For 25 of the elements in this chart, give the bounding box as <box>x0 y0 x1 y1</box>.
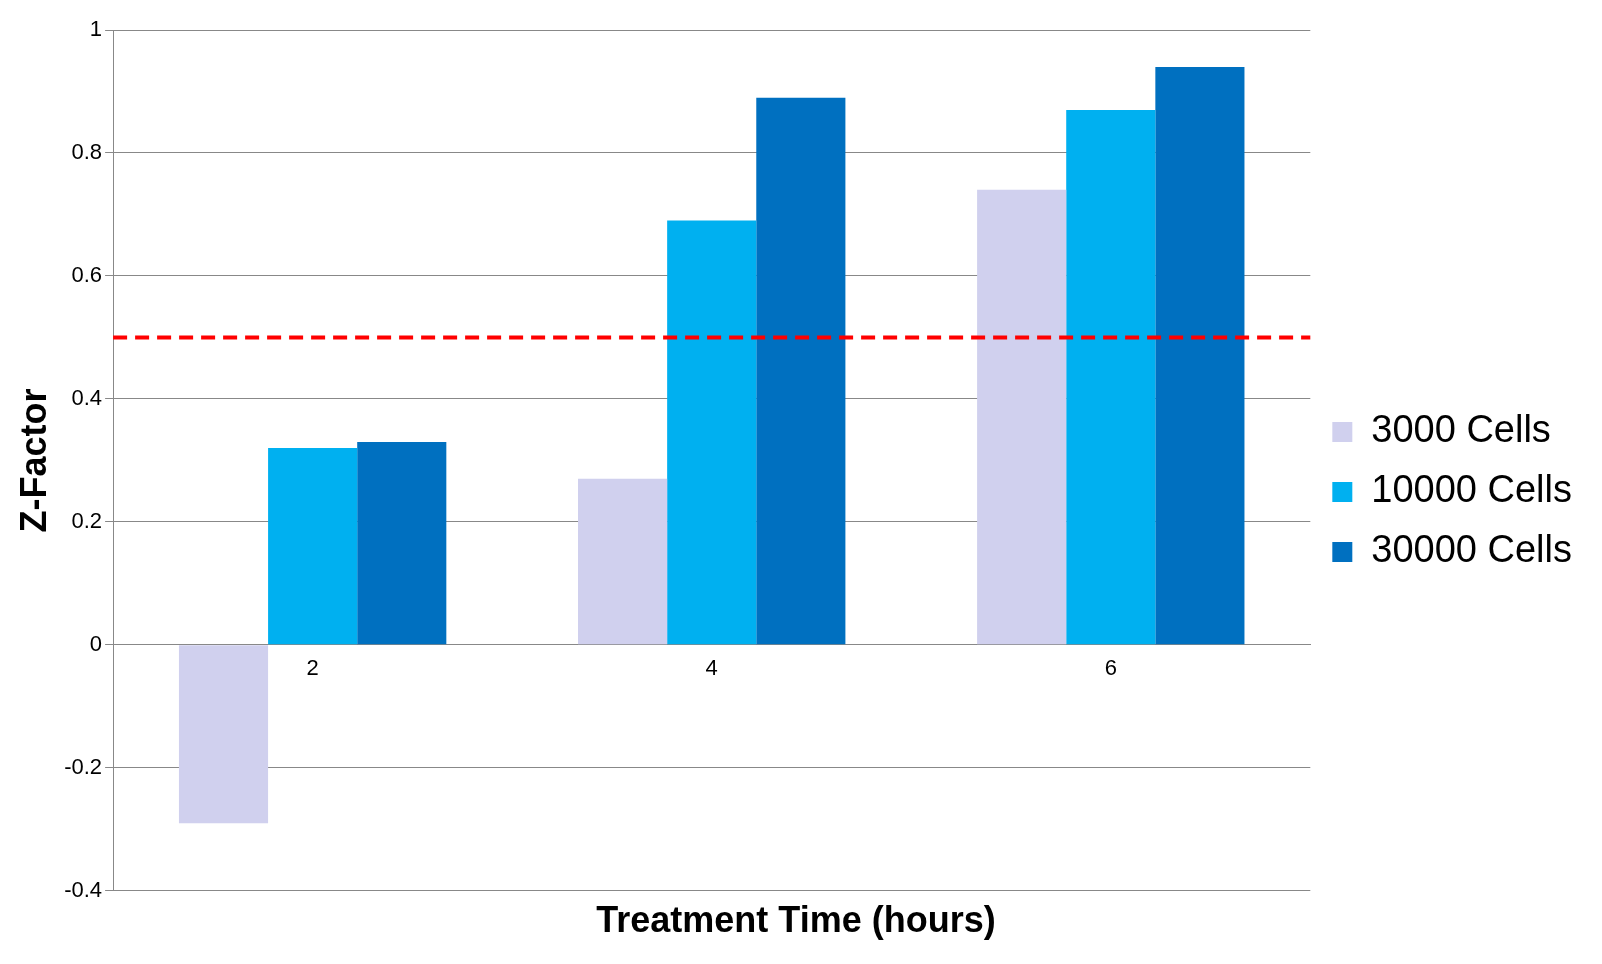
y-tick-label: 0 <box>89 630 103 656</box>
y-axis-title: Z-Factor <box>12 388 54 533</box>
y-tick-label: 0.4 <box>71 384 103 410</box>
bar <box>268 448 358 645</box>
bar <box>667 220 757 645</box>
bar <box>1066 109 1156 645</box>
x-tick-label: 6 <box>1104 655 1117 681</box>
x-axis-title: Treatment Time (hours) <box>596 899 996 941</box>
legend-label: 10000 Cells <box>1371 468 1572 511</box>
bar <box>178 645 269 824</box>
x-tick-label: 4 <box>705 655 718 681</box>
y-tick-label: -0.2 <box>64 753 103 779</box>
y-tick-label: -0.4 <box>64 876 103 902</box>
y-tick-label: 0.6 <box>71 262 103 288</box>
y-tick-label: 0.8 <box>71 139 103 165</box>
legend-label: 3000 Cells <box>1371 408 1551 451</box>
legend-label: 30000 Cells <box>1371 528 1572 571</box>
y-tick-label: 0.2 <box>71 507 103 533</box>
bar <box>1155 66 1245 645</box>
bar <box>756 97 846 645</box>
bar <box>977 189 1067 645</box>
x-tick-label: 2 <box>306 655 319 681</box>
bar <box>578 478 668 645</box>
bar <box>357 441 447 645</box>
y-tick-label: 1 <box>89 16 103 42</box>
